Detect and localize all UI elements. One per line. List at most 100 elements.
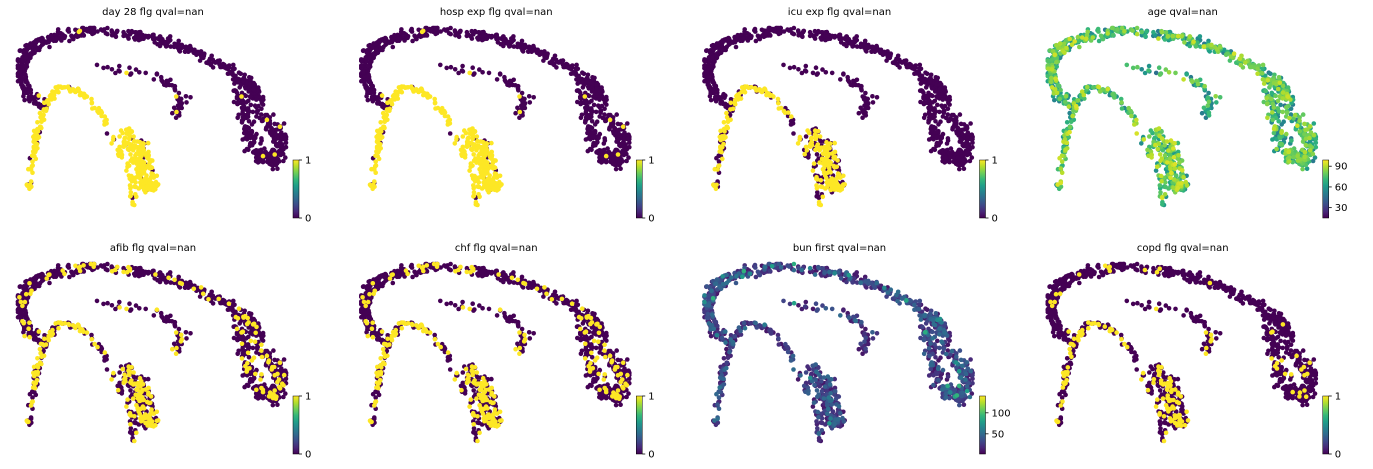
- colorbar-gradient: [292, 159, 300, 219]
- data-point: [236, 70, 242, 75]
- data-point: [921, 115, 927, 121]
- data-point: [929, 86, 935, 91]
- data-point: [625, 136, 630, 142]
- data-point: [129, 173, 134, 179]
- data-point: [90, 106, 95, 111]
- data-point: [471, 183, 476, 188]
- data-point: [1166, 186, 1171, 191]
- data-point: [54, 36, 59, 41]
- data-point: [126, 132, 131, 137]
- data-point: [128, 71, 134, 76]
- data-point: [359, 78, 364, 84]
- data-point: [231, 62, 236, 68]
- data-point: [433, 31, 438, 37]
- data-point: [23, 55, 29, 60]
- data-point: [1255, 66, 1260, 72]
- data-point: [15, 63, 21, 68]
- data-point: [371, 52, 376, 58]
- data-point: [1295, 158, 1301, 163]
- data-point: [940, 114, 946, 119]
- data-point: [381, 124, 386, 129]
- data-point: [718, 101, 723, 106]
- data-point: [841, 41, 847, 47]
- data-point: [710, 55, 715, 60]
- data-point: [509, 39, 515, 45]
- data-point: [806, 130, 812, 136]
- data-point: [702, 63, 707, 68]
- data-point: [125, 164, 130, 170]
- data-point: [803, 134, 809, 139]
- data-point: [885, 54, 890, 59]
- data-point: [439, 105, 445, 111]
- data-point: [251, 82, 256, 87]
- data-point: [481, 174, 487, 179]
- data-point: [578, 115, 584, 121]
- data-point: [957, 112, 963, 117]
- data-point: [1085, 84, 1090, 90]
- data-point: [392, 32, 397, 38]
- data-point: [610, 122, 616, 127]
- data-point: [1289, 138, 1294, 143]
- data-point: [787, 65, 793, 71]
- data-point: [833, 180, 839, 186]
- data-point: [934, 94, 939, 99]
- data-point: [460, 134, 466, 139]
- data-point: [127, 183, 133, 188]
- data-point: [714, 52, 719, 58]
- data-point: [614, 112, 619, 117]
- data-point: [958, 137, 964, 142]
- data-point: [806, 155, 811, 160]
- data-point: [730, 106, 736, 112]
- data-point: [476, 30, 481, 35]
- data-point: [515, 43, 521, 49]
- data-point: [141, 147, 147, 153]
- data-point: [613, 166, 619, 172]
- data-point: [810, 70, 816, 76]
- data-point: [270, 166, 276, 172]
- data-point: [934, 141, 940, 147]
- data-point: [484, 161, 490, 167]
- data-point: [478, 160, 484, 165]
- data-point: [428, 27, 434, 32]
- scatter-points: [15, 25, 289, 208]
- data-point: [32, 50, 37, 55]
- data-point: [1197, 34, 1203, 39]
- data-point: [1052, 97, 1057, 103]
- data-point: [702, 58, 707, 63]
- data-point: [26, 94, 32, 100]
- data-point: [173, 94, 179, 99]
- data-point: [1157, 72, 1163, 77]
- data-point: [67, 88, 73, 93]
- data-point: [241, 79, 246, 84]
- data-point: [1146, 63, 1152, 69]
- data-point: [704, 69, 709, 75]
- data-point: [373, 159, 379, 164]
- data-point: [945, 136, 951, 141]
- data-point: [127, 65, 132, 70]
- data-point: [811, 33, 816, 39]
- data-point: [145, 156, 151, 161]
- data-point: [1206, 90, 1211, 96]
- data-point: [177, 44, 183, 50]
- data-point: [469, 147, 475, 153]
- data-point: [210, 65, 216, 70]
- data-point: [402, 85, 408, 90]
- data-point: [776, 25, 782, 31]
- data-point: [1300, 166, 1305, 172]
- data-point: [1291, 154, 1296, 160]
- data-point: [947, 102, 952, 107]
- data-point: [517, 94, 522, 99]
- data-point: [1111, 32, 1116, 38]
- data-point: [809, 135, 814, 141]
- data-point: [364, 59, 369, 64]
- data-point: [472, 71, 477, 76]
- data-point: [1156, 65, 1162, 70]
- data-point: [390, 44, 396, 50]
- data-point: [359, 58, 364, 63]
- data-point: [723, 135, 728, 140]
- data-point: [810, 168, 816, 173]
- data-point: [724, 124, 729, 129]
- data-point: [370, 186, 376, 192]
- data-point: [767, 32, 773, 38]
